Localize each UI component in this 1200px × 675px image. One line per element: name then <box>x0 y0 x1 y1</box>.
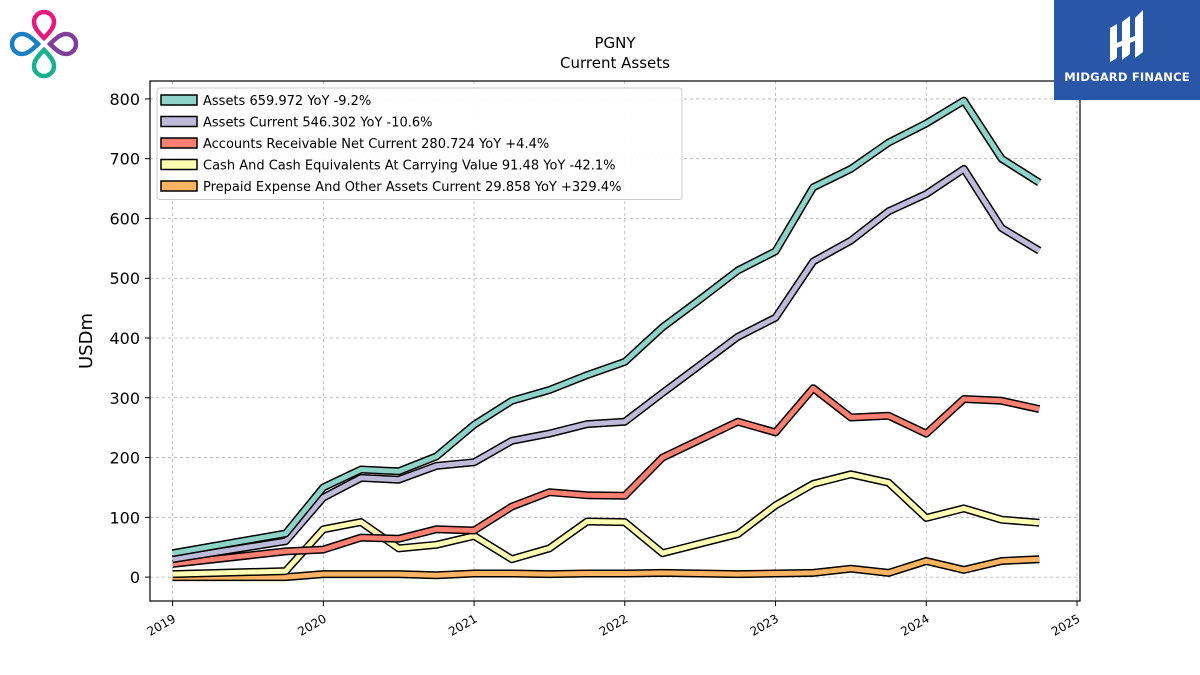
logo-petal <box>46 31 79 57</box>
chart-title: PGNY <box>594 34 636 52</box>
brand-badge: MIDGARD FINANCE <box>1054 0 1200 100</box>
y-tick-label: 500 <box>109 269 140 288</box>
x-tick-label: 2021 <box>446 611 479 638</box>
legend-label: Assets Current 546.302 YoY -10.6% <box>203 116 433 131</box>
x-tick-label: 2023 <box>748 611 781 638</box>
series-line <box>172 556 1040 580</box>
brand-name: MIDGARD FINANCE <box>1064 70 1190 84</box>
brand-logo-icon <box>1110 10 1143 62</box>
legend-swatch <box>160 137 198 149</box>
legend: Assets 659.972 YoY -9.2% Assets Current 5… <box>156 87 683 200</box>
y-tick-label: 300 <box>109 389 140 408</box>
x-tick-label: 2025 <box>1049 611 1082 638</box>
legend-label: Prepaid Expense And Other Assets Current… <box>203 180 621 195</box>
series-line <box>172 166 1041 562</box>
legend-swatch <box>160 94 198 106</box>
x-tick-label: 2020 <box>295 611 328 638</box>
logo-petal <box>31 46 57 79</box>
logo-petal <box>31 9 57 42</box>
x-tick-label: 2019 <box>145 611 178 638</box>
chart-subtitle: Current Assets <box>560 54 670 72</box>
y-tick-label: 0 <box>130 568 140 587</box>
y-tick-label: 100 <box>109 508 140 527</box>
legend-label: Assets 659.972 YoY -9.2% <box>203 94 371 109</box>
legend-swatch <box>160 115 198 128</box>
y-axis-label: USDm <box>76 313 97 369</box>
y-tick-label: 200 <box>109 449 140 468</box>
legend-swatch <box>160 180 198 192</box>
y-tick-label: 800 <box>109 90 140 109</box>
legend-swatch <box>160 158 198 171</box>
flower-logo-icon <box>9 9 79 79</box>
series-outline <box>172 384 1041 568</box>
series-group <box>171 96 1042 582</box>
legend-box <box>156 87 683 200</box>
x-tick-label: 2024 <box>898 611 931 638</box>
y-tick-label: 600 <box>109 209 140 228</box>
legend-label: Accounts Receivable Net Current 280.724 … <box>203 137 549 152</box>
legend-label: Cash And Cash Equivalents At Carrying Va… <box>203 159 615 174</box>
x-tick-label: 2022 <box>597 611 630 638</box>
logo-petal <box>9 31 42 57</box>
plot-frame <box>149 80 1081 602</box>
series-line <box>172 385 1040 567</box>
series-line <box>172 98 1041 556</box>
y-tick-label: 400 <box>109 329 140 348</box>
y-tick-label: 700 <box>109 150 140 169</box>
